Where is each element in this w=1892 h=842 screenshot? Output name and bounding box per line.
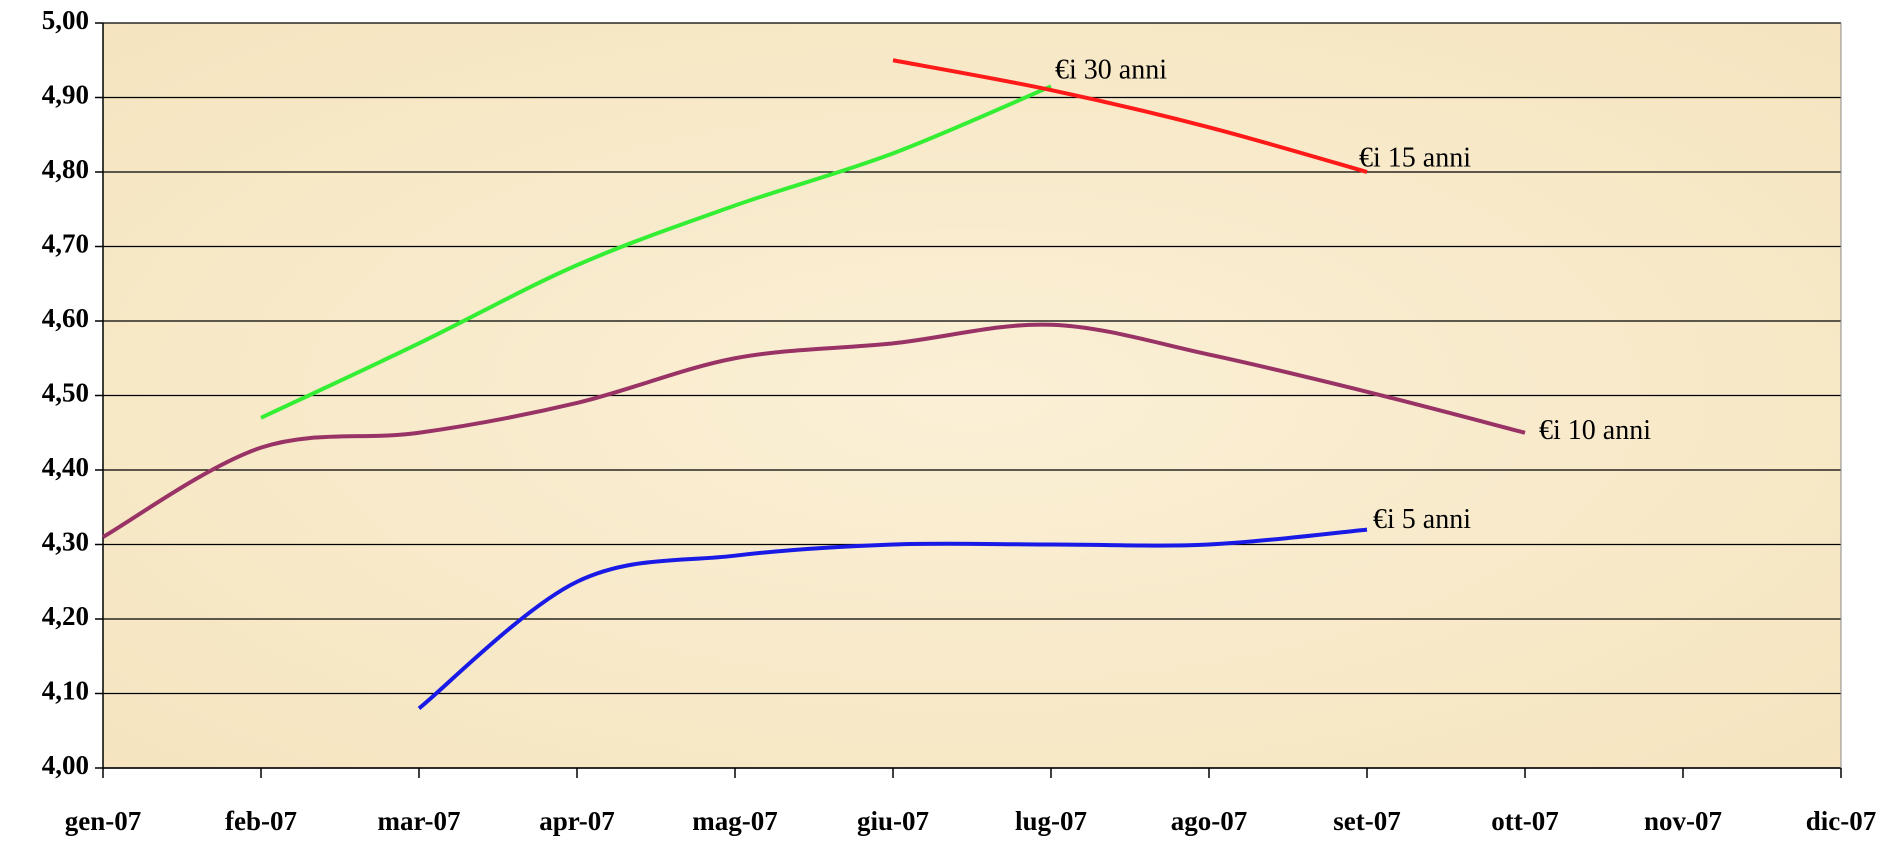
x-tick-label: gen-07 [65,806,142,836]
x-tick-label: lug-07 [1015,806,1087,836]
series-label: €i 5 anni [1373,504,1471,535]
series-label: €i 15 anni [1359,142,1471,173]
x-tick-label: mar-07 [378,806,461,836]
series-line [892,58,1368,174]
y-tick-label: 4,10 [42,676,89,706]
x-tick-label: set-07 [1333,806,1400,836]
x-tick-label: feb-07 [225,806,297,836]
y-tick-label: 4,00 [42,750,89,780]
series-line [260,84,1052,420]
series-line [102,322,1526,539]
y-tick-label: 4,60 [42,303,89,333]
y-tick-label: 4,90 [42,80,89,110]
x-tick-label: ott-07 [1491,806,1558,836]
y-tick-label: 4,80 [42,154,89,184]
x-tick-label: apr-07 [539,806,615,836]
y-tick-label: 4,70 [42,229,89,259]
y-tick-label: 4,30 [42,527,89,557]
y-tick-label: 5,00 [42,5,89,35]
y-tick-label: 4,50 [42,378,89,408]
y-tick-label: 4,20 [42,601,89,631]
series-label: €i 10 anni [1539,415,1651,446]
y-tick-label: 4,40 [42,452,89,482]
series-line [417,527,1368,710]
x-tick-label: giu-07 [857,806,929,836]
x-tick-label: mag-07 [692,806,777,836]
x-tick-label: dic-07 [1806,806,1877,836]
x-tick-label: ago-07 [1171,806,1248,836]
x-tick-label: nov-07 [1644,806,1722,836]
series-label: €i 30 anni [1055,55,1167,86]
